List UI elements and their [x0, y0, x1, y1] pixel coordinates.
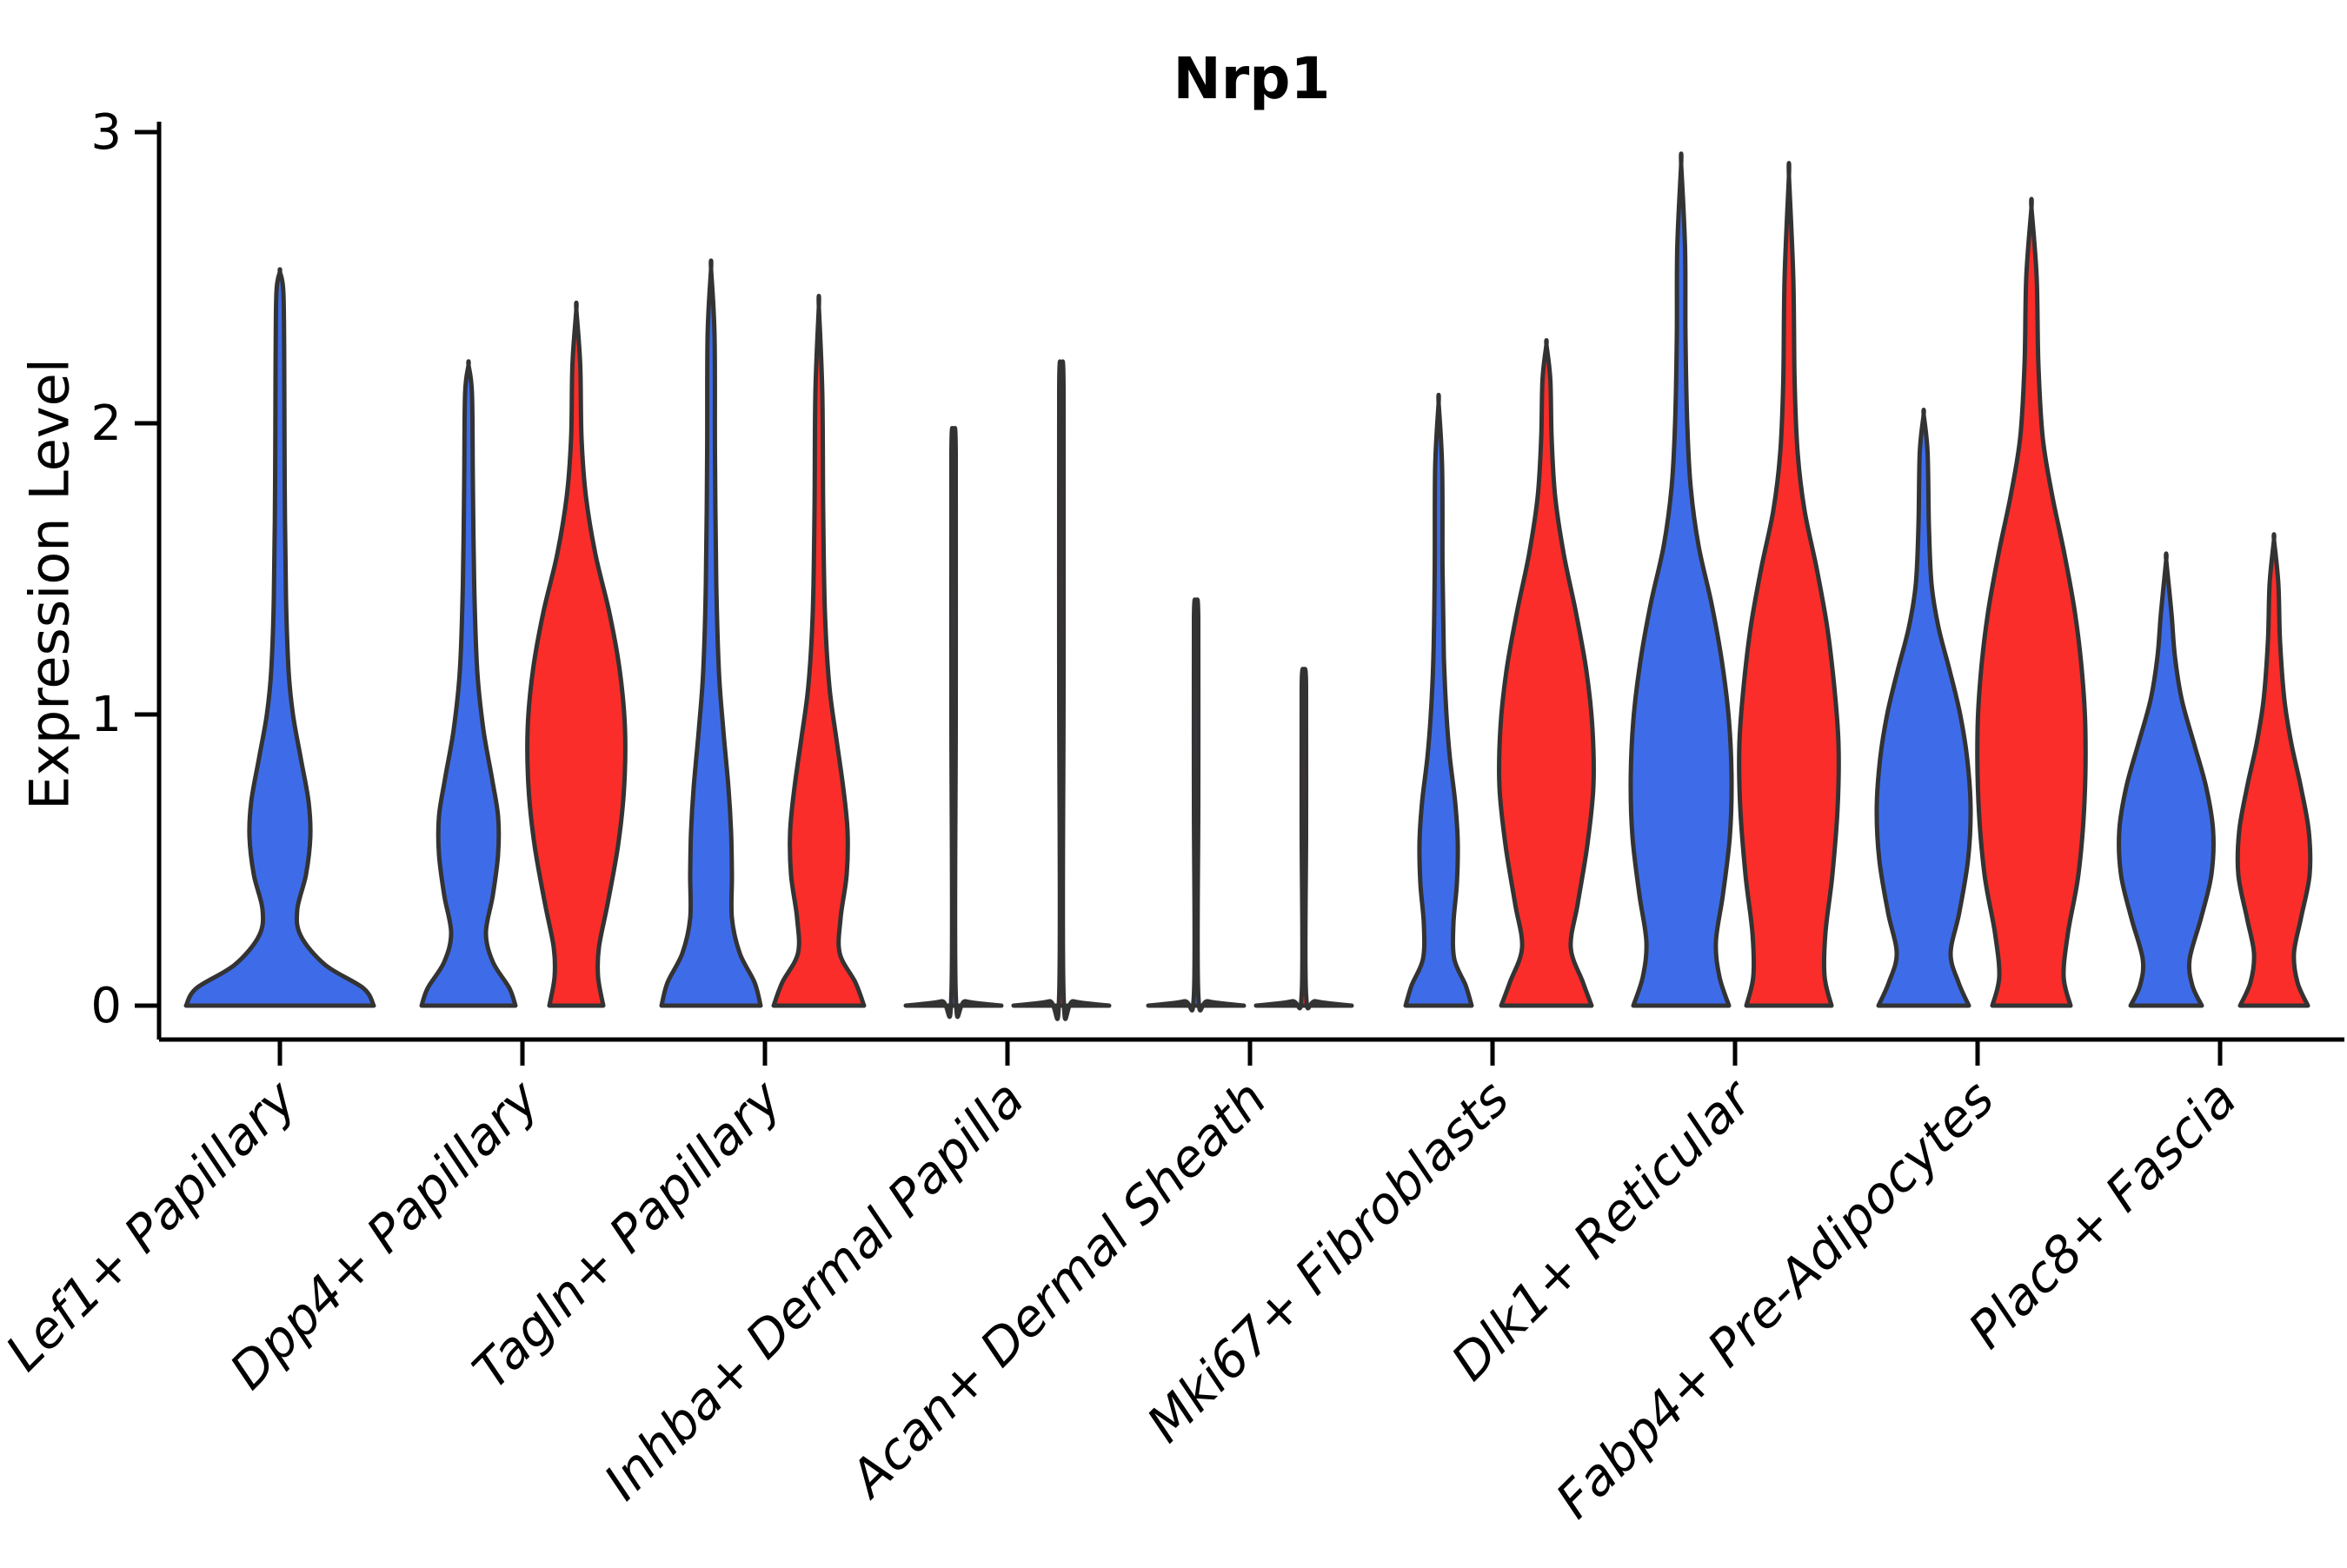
violin-inhba-dermal-papilla-red — [1011, 359, 1112, 1021]
violin-fabp4-pre-adipocytes-red — [1975, 196, 2088, 1008]
y-tick-label: 3 — [90, 104, 122, 161]
violin-dlk1-reticular-blue — [1628, 151, 1734, 1008]
y-tick-label: 0 — [90, 978, 122, 1034]
y-tick-label: 1 — [90, 687, 122, 743]
x-tick-label: Fabp4+ Pre-Adipocytes — [1545, 1069, 2005, 1530]
violin-plac8-fascia-red — [2235, 532, 2313, 1008]
violin-tagln-papillary-red — [771, 293, 867, 1008]
violin-fabp4-pre-adipocytes-blue — [1874, 408, 1973, 1008]
violin-acan-dermal-sheath-red — [1253, 667, 1354, 1011]
violin-acan-dermal-sheath-blue — [1146, 597, 1247, 1013]
violin-mki67-fibroblasts-red — [1497, 337, 1596, 1008]
violin-dpp4-papillary-red — [525, 300, 628, 1008]
violin-inhba-dermal-papilla-blue — [903, 426, 1004, 1020]
plot-title: Nrp1 — [1173, 45, 1331, 112]
x-tick-label: Acan+ Dermal Sheath — [836, 1069, 1278, 1511]
violin-dlk1-reticular-red — [1737, 161, 1841, 1008]
violin-mki67-fibroblasts-blue — [1403, 392, 1474, 1008]
violin-plac8-fascia-blue — [2117, 551, 2216, 1008]
x-tick-label: Inhba+ Dermal Papilla — [593, 1069, 1035, 1512]
y-tick-label: 2 — [90, 395, 122, 452]
violin-lef1-papillary-blue — [183, 267, 376, 1008]
violin-dpp4-papillary-blue — [419, 359, 518, 1008]
y-axis-label: Expression Level — [17, 358, 82, 810]
violin-tagln-papillary-blue — [659, 258, 763, 1008]
